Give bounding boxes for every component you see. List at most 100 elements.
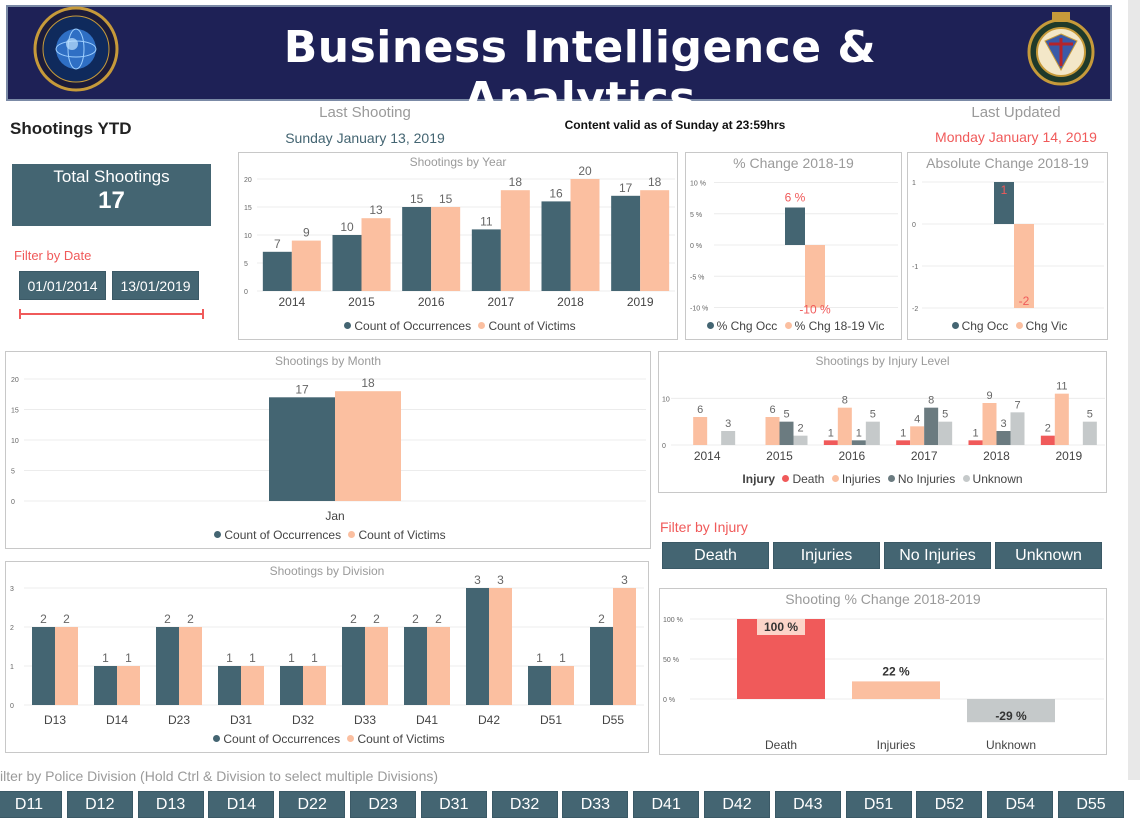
division-d22-button[interactable]: D22 [279,791,346,818]
injury-filter-no-injuries-button[interactable]: No Injuries [884,542,991,569]
bar-count-of-occurrences [94,666,117,705]
legend-pct-occ: % Chg Occ [716,319,778,333]
y-tick-label: -5 % [690,274,704,281]
bar-unknown [793,435,808,445]
data-label: 2 [63,612,70,626]
division-d55-button[interactable]: D55 [1058,791,1124,818]
date-slider-start-handle[interactable] [19,309,21,319]
bar-count-of-victims [500,190,530,291]
y-tick-label: 1 [10,664,14,671]
start-date-input[interactable]: 01/01/2014 [19,271,106,300]
data-label: 4 [914,413,920,425]
content-valid-text: Content valid as of Sunday at 23:59hrs [564,118,786,132]
division-d32-button[interactable]: D32 [491,791,558,818]
data-label: 5 [870,409,876,421]
division-d11-button[interactable]: D11 [0,791,62,818]
division-d23-button[interactable]: D23 [350,791,416,818]
bar-no-injuries [924,407,939,445]
legend-injuries: Injuries [841,472,881,486]
y-tick-label: 1 [912,180,916,187]
injury-filter-unknown-button[interactable]: Unknown [995,542,1102,569]
bar-count-of-victims [241,666,264,705]
end-date-input[interactable]: 13/01/2019 [112,271,199,300]
division-d13-button[interactable]: D13 [137,791,204,818]
y-tick-label: 0 [11,499,15,506]
division-d12-button[interactable]: D12 [66,791,133,818]
shootings-by-division-card: Shootings by Division 0 1 2 3 2 2 D13 1 1 D14 2 2 D2… [5,561,649,753]
x-category-label: 2017 [911,449,938,463]
bar-chg-occ [994,182,1014,224]
bar-count-of-occurrences [611,195,641,291]
division-d52-button[interactable]: D52 [916,791,983,818]
bar-count-of-victims [365,627,388,705]
shootings-by-year-card: Shootings by Year 0 5 10 15 20 7 9 2014 10 13 2015… [238,152,678,340]
header-banner [6,5,1112,101]
data-label: 3 [474,573,481,587]
bar-unknown [1082,421,1097,445]
bar-death [823,440,838,445]
data-label: 2 [187,612,194,626]
division-d14-button[interactable]: D14 [208,791,275,818]
division-d43-button[interactable]: D43 [774,791,841,818]
total-shootings-label: Total Shootings [53,167,170,186]
bar-count-of-occurrences [156,627,179,705]
data-label: 1 [900,427,906,439]
last-updated-value: Monday January 14, 2019 [935,129,1097,145]
shootings-by-year-title: Shootings by Year [409,155,507,169]
data-label: 100 % [764,620,798,634]
injury-pct-change-card: Shooting % Change 2018-2019 100 % 50 % 0 %… [659,588,1107,755]
data-label: 15 [439,192,453,206]
x-category-label: 2014 [278,295,305,309]
bar-unknown [721,431,736,445]
y-tick-label: 10 [662,396,670,403]
filter-by-date-label: Filter by Date [14,248,92,263]
abs-change-title: Absolute Change 2018-19 [926,155,1089,171]
pct-change-chart: 10 % 5 % 0 % -5 % -10 % 6 % -10 % [690,181,898,317]
bar-count-of-victims [489,588,512,705]
shootings-by-month-card: Shootings by Month 0 5 10 15 20 17 18 Jan Count… [5,351,651,549]
y-tick-label: 0 % [690,243,702,250]
data-label: 2 [412,612,419,626]
data-label: 2 [164,612,171,626]
date-slider-track[interactable] [20,313,204,315]
y-tick-label: 0 [662,443,666,450]
data-label: 11 [480,214,493,228]
data-label: 6 [769,404,775,416]
bar-count-of-victims [427,627,450,705]
data-label: 9 [303,226,310,240]
x-category-label: 2017 [487,295,514,309]
y-tick-label: 2 [10,625,14,632]
data-label: 1 [536,651,543,665]
division-d51-button[interactable]: D51 [845,791,912,818]
bar-no-injuries [779,421,794,445]
division-d31-button[interactable]: D31 [420,791,487,818]
pct-change-card: % Change 2018-19 10 % 5 % 0 % -5 % -10 % 6 % -… [685,152,902,340]
y-tick-label: -2 [912,306,918,313]
y-tick-label: -10 % [690,306,708,313]
division-d33-button[interactable]: D33 [562,791,629,818]
division-d41-button[interactable]: D41 [633,791,700,818]
bar-death [968,440,983,445]
injury-filter-injuries-button[interactable]: Injuries [773,542,880,569]
data-label: 2 [373,612,380,626]
shootings-by-month-chart: 0 5 10 15 20 17 18 Jan [11,376,646,523]
data-label: 1 [1001,183,1008,197]
bar-unknown [967,699,1055,723]
division-d54-button[interactable]: D54 [987,791,1054,818]
data-label: 6 [697,404,703,416]
date-slider-end-handle[interactable] [202,309,204,319]
legend-victims: Count of Victims [358,528,446,542]
x-category-label: D32 [292,713,314,727]
injury-filter-death-button[interactable]: Death [662,542,769,569]
y-tick-label: 15 [244,205,252,212]
x-category-label: 2018 [983,449,1010,463]
abs-change-chart: 1 0 -1 -2 1 -2 [912,180,1104,313]
data-label: 20 [578,164,592,178]
injury-pct-change-title: Shooting % Change 2018-2019 [785,591,981,607]
bar-injuries [837,407,852,445]
division-d42-button[interactable]: D42 [704,791,770,818]
data-label: 7 [274,237,281,251]
bar-count-of-victims [640,190,670,291]
bar-count-of-victims [291,240,321,291]
